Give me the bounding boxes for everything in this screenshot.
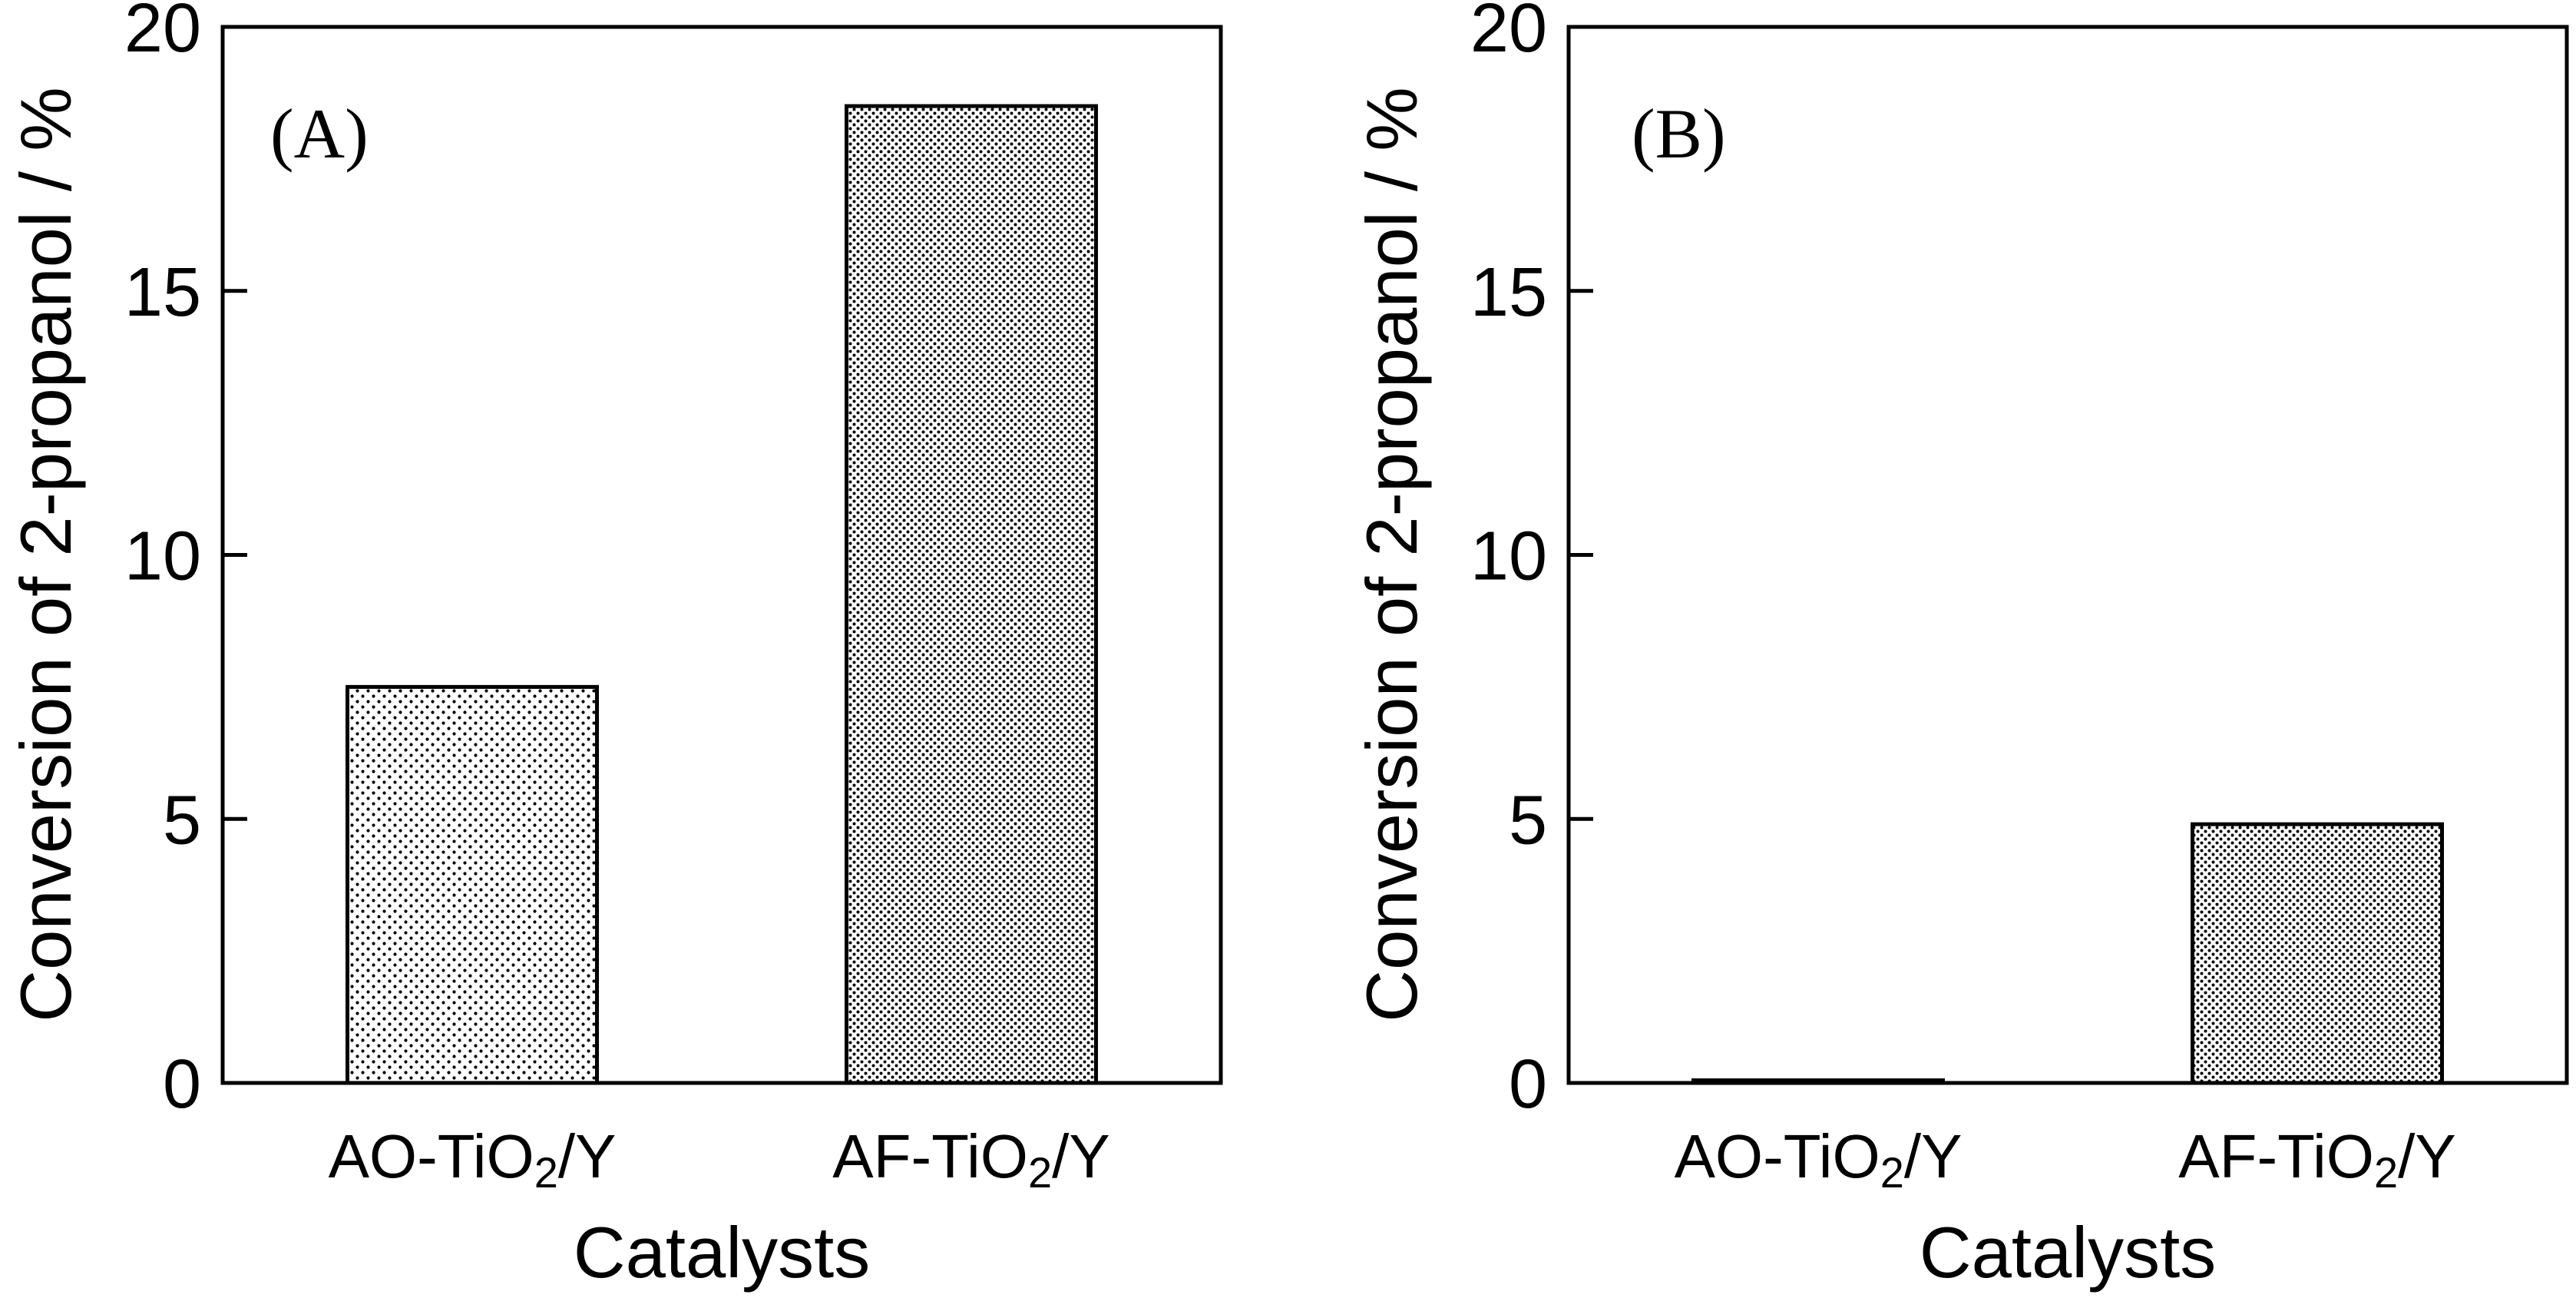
- x-tick-label: AO-TiO2/Y: [1675, 1122, 1963, 1197]
- y-axis-label: Conversion of 2-propanol / %: [1351, 87, 1432, 1022]
- bar-af-tio2-y: [2191, 822, 2444, 1085]
- x-axis-tick-labels: AO-TiO2/Y AF-TiO2/Y: [329, 1122, 1110, 1197]
- bars: [1691, 822, 2444, 1085]
- x-tick-label: AF-TiO2/Y: [2178, 1122, 2456, 1197]
- y-tick-label: 20: [1470, 0, 1547, 67]
- y-axis-ticks: 0 5 10 15 20: [124, 0, 247, 1123]
- x-axis-label: Catalysts: [574, 1212, 871, 1293]
- y-tick-label: 0: [163, 1046, 201, 1123]
- y-tick-label: 5: [163, 782, 201, 859]
- y-axis-label: Conversion of 2-propanol / %: [5, 87, 86, 1022]
- bars: [346, 104, 1098, 1085]
- panel-b: 0 5 10 15 20 AO-TiO2/Y AF-TiO2/Y (B) Conversi…: [1351, 0, 2569, 1293]
- y-tick-label: 20: [124, 0, 201, 67]
- y-tick-label: 0: [1509, 1046, 1547, 1123]
- bar-af-tio2-y: [845, 104, 1098, 1085]
- y-axis-ticks: 0 5 10 15 20: [1470, 0, 1593, 1123]
- x-axis-label: Catalysts: [1920, 1212, 2217, 1293]
- y-tick-label: 15: [1470, 254, 1547, 331]
- y-tick-label: 10: [1470, 518, 1547, 595]
- bar-ao-tio2-y: [346, 684, 599, 1085]
- y-tick-label: 10: [124, 518, 201, 595]
- panel-label: (B): [1632, 94, 1726, 173]
- y-tick-label: 15: [124, 254, 201, 331]
- x-axis-tick-labels: AO-TiO2/Y AF-TiO2/Y: [1675, 1122, 2456, 1197]
- x-tick-label: AO-TiO2/Y: [329, 1122, 617, 1197]
- bar-ao-tio2-y: [1691, 1078, 1945, 1085]
- panel-a: 0 5 10 15 20 AO-TiO2/Y AF-TiO2/Y (A) Conversi…: [5, 0, 1223, 1293]
- y-tick-label: 5: [1509, 782, 1547, 859]
- x-tick-label: AF-TiO2/Y: [832, 1122, 1110, 1197]
- panel-label: (A): [270, 94, 369, 173]
